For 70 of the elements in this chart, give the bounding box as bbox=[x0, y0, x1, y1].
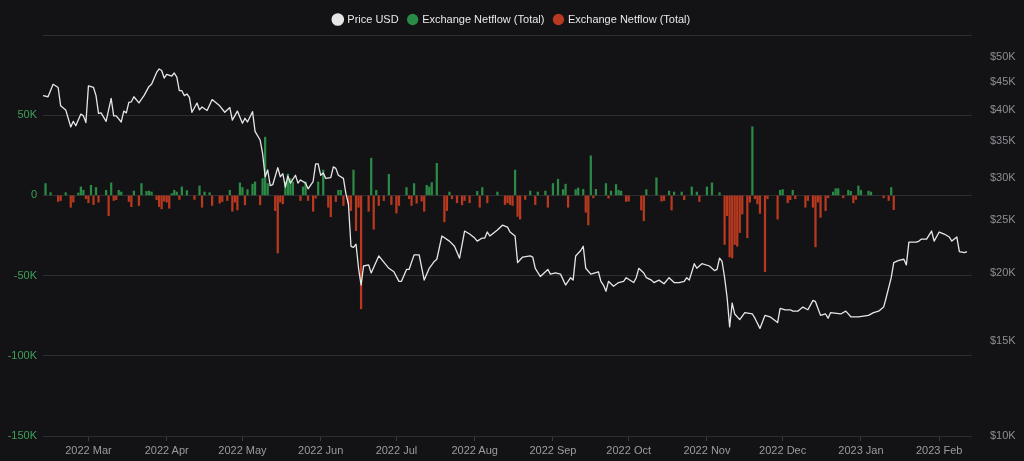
x-tick-label: 2022 Oct bbox=[606, 443, 651, 456]
x-tick-label: 2023 Feb bbox=[915, 443, 963, 456]
bar bbox=[97, 195, 100, 203]
y2-tick-label: $10K bbox=[990, 429, 1017, 442]
x-tick-label: 2022 Aug bbox=[451, 443, 498, 456]
bar bbox=[670, 195, 673, 211]
bar bbox=[824, 195, 827, 211]
bar bbox=[208, 192, 211, 196]
bar bbox=[463, 195, 466, 201]
bar bbox=[203, 191, 206, 196]
x-tick-label: 2022 Jul bbox=[375, 443, 418, 456]
bar bbox=[405, 187, 408, 196]
bar bbox=[819, 195, 822, 218]
y-tick-label: -150K bbox=[7, 429, 38, 442]
bar bbox=[723, 195, 726, 245]
legend-label: Exchange Netflow (Total) bbox=[567, 12, 691, 25]
bar bbox=[443, 195, 446, 223]
bar bbox=[299, 195, 302, 201]
bar bbox=[185, 190, 189, 196]
bar bbox=[87, 195, 90, 204]
bar bbox=[168, 195, 171, 209]
bar bbox=[342, 195, 345, 206]
bar bbox=[236, 195, 239, 211]
bar bbox=[751, 126, 754, 196]
bar bbox=[804, 195, 807, 208]
legend-label: Price USD bbox=[347, 12, 399, 25]
bar bbox=[857, 185, 860, 196]
x-tick-label: 2022 Nov bbox=[683, 443, 731, 456]
bar bbox=[430, 182, 433, 196]
x-tick-label: 2022 Sep bbox=[529, 443, 577, 456]
y2-tick-label: $40K bbox=[990, 102, 1017, 115]
bar bbox=[448, 191, 451, 196]
bar bbox=[49, 192, 52, 196]
bar bbox=[395, 195, 398, 214]
bar bbox=[92, 195, 95, 205]
x-tick-label: 2022 Mar bbox=[65, 443, 113, 456]
bar bbox=[564, 183, 567, 196]
bar bbox=[193, 195, 196, 200]
y2-tick-label: $35K bbox=[990, 134, 1017, 147]
y-tick-label: -100K bbox=[7, 348, 38, 361]
x-tick-label: 2022 Dec bbox=[759, 443, 807, 456]
bar bbox=[814, 195, 817, 248]
bar bbox=[241, 187, 244, 196]
y2-tick-label: $50K bbox=[990, 50, 1017, 63]
x-tick-label: 2022 Apr bbox=[144, 443, 190, 456]
y2-tick-label: $30K bbox=[990, 170, 1017, 183]
bar bbox=[645, 189, 648, 196]
y-tick-label: 0 bbox=[30, 188, 37, 201]
bar bbox=[718, 192, 721, 196]
bar bbox=[496, 191, 499, 196]
y-tick-label: 50K bbox=[17, 108, 38, 121]
bar bbox=[390, 195, 393, 205]
x-tick-label: 2022 Jun bbox=[298, 443, 344, 456]
y2-tick-label: $45K bbox=[990, 75, 1017, 88]
bar bbox=[415, 195, 418, 204]
bar bbox=[140, 183, 143, 196]
y2-tick-label: $25K bbox=[990, 213, 1017, 226]
x-tick-label: 2022 May bbox=[218, 443, 268, 456]
y2-tick-label: $15K bbox=[990, 333, 1017, 346]
bar bbox=[246, 189, 249, 196]
bar bbox=[776, 195, 779, 220]
legend-label: Exchange Netflow (Total) bbox=[422, 12, 545, 25]
bar bbox=[44, 183, 47, 196]
bar bbox=[655, 177, 658, 196]
y2-tick-label: $20K bbox=[990, 265, 1017, 278]
bar bbox=[410, 195, 413, 206]
y-tick-label: -50K bbox=[13, 268, 38, 281]
x-tick-label: 2023 Jan bbox=[838, 443, 884, 456]
bar bbox=[198, 185, 201, 196]
bar bbox=[352, 169, 355, 196]
